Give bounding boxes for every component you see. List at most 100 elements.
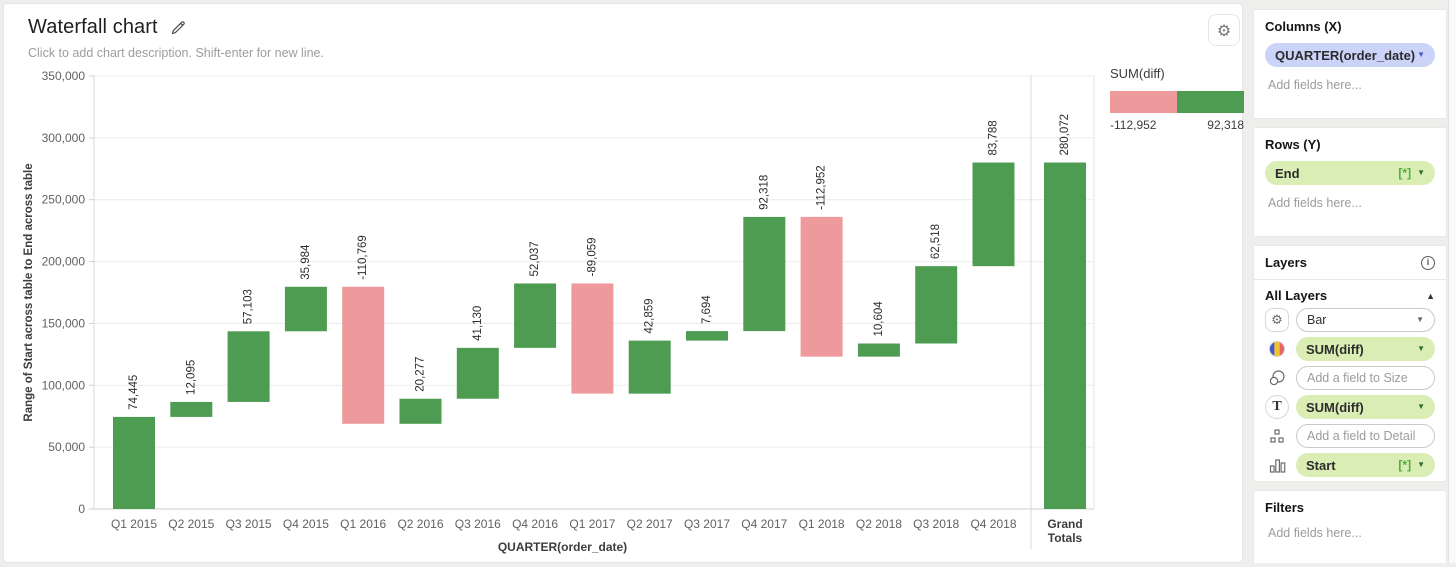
x-tick-label: Q2 2016 (397, 517, 443, 531)
bar-value-label: 92,318 (758, 175, 770, 210)
layer-row: SUM(diff) ▼ (1265, 337, 1435, 361)
waterfall-bar[interactable] (399, 398, 442, 424)
grand-totals-label: Totals (1048, 531, 1083, 545)
waterfall-bar[interactable] (1044, 162, 1086, 509)
waterfall-bar[interactable] (342, 286, 385, 424)
layer-type-select[interactable]: Bar ▼ (1296, 308, 1435, 332)
legend-negative-swatch (1110, 91, 1177, 113)
legend-color-ramp (1110, 91, 1244, 113)
waterfall-bar[interactable] (227, 331, 270, 402)
scrollbar[interactable] (1448, 0, 1456, 563)
info-icon[interactable]: i (1421, 255, 1435, 270)
bar-value-label: -110,769 (357, 235, 369, 280)
x-tick-label: Q2 2018 (856, 517, 902, 531)
y-tick-label: 250,000 (42, 193, 86, 207)
rows-section: Rows (Y) End [*] ▼ Add fields here... (1253, 127, 1447, 237)
bar-value-label: 41,130 (472, 306, 484, 341)
columns-header: Columns (X) (1265, 19, 1342, 34)
rows-field-pill[interactable]: End [*] ▼ (1265, 161, 1435, 185)
size-field-input[interactable] (1296, 366, 1435, 390)
filters-section: Filters Add fields here... (1253, 490, 1447, 563)
bar-chart-field-pill[interactable]: Start [*] ▼ (1296, 453, 1435, 477)
x-tick-label: Q4 2018 (970, 517, 1016, 531)
chevron-up-icon[interactable]: ▲ (1426, 290, 1435, 301)
rows-dropzone[interactable]: Add fields here... (1268, 196, 1362, 210)
layer-row (1265, 366, 1435, 390)
legend-min-label: -112,952 (1110, 118, 1157, 132)
waterfall-bar[interactable] (972, 162, 1015, 267)
chart-card: Waterfall chart Click to add chart descr… (3, 3, 1244, 563)
bar-value-label: 20,277 (415, 357, 427, 392)
text-icon[interactable]: T (1265, 395, 1289, 419)
bar-value-label: 62,518 (930, 224, 942, 259)
field-format-badge: [*] (1398, 166, 1412, 180)
waterfall-bar[interactable] (743, 216, 786, 332)
legend-positive-swatch (1177, 91, 1244, 113)
columns-dropzone[interactable]: Add fields here... (1268, 78, 1362, 92)
detail-icon[interactable] (1265, 424, 1289, 448)
field-label: SUM(diff) (1306, 341, 1364, 357)
layer-row: ⚙ Bar ▼ (1265, 308, 1435, 332)
y-tick-label: 0 (78, 502, 85, 516)
waterfall-bar[interactable] (857, 343, 900, 357)
legend-title: SUM(diff) (1110, 66, 1165, 81)
x-axis-title: QUARTER(order_date) (498, 540, 627, 554)
x-tick-label: Q1 2018 (799, 517, 845, 531)
layers-section: Layers i All Layers ▲ ⚙ Bar ▼ SUM(diff) ▼ T SU… (1253, 245, 1447, 482)
bar-value-label: 12,095 (185, 360, 197, 395)
text-field-pill[interactable]: SUM(diff) ▼ (1296, 395, 1435, 419)
waterfall-bar[interactable] (571, 283, 614, 394)
legend-max-label: 92,318 (1207, 118, 1244, 132)
detail-field-input[interactable] (1296, 424, 1435, 448)
x-tick-label: Q2 2017 (627, 517, 673, 531)
bar-value-label: -89,059 (586, 237, 598, 276)
chart-description-placeholder[interactable]: Click to add chart description. Shift-en… (28, 46, 324, 60)
color-icon[interactable] (1265, 337, 1289, 361)
chevron-down-icon[interactable]: ▼ (1417, 50, 1425, 59)
waterfall-bar[interactable] (800, 216, 843, 357)
layer-type-value: Bar (1307, 313, 1327, 327)
bar-value-label: 52,037 (529, 241, 541, 276)
layers-header: Layers (1265, 255, 1307, 270)
chevron-down-icon: ▼ (1417, 460, 1425, 469)
size-icon[interactable] (1265, 366, 1289, 390)
waterfall-bar[interactable] (915, 266, 958, 344)
waterfall-chart: 0 50,000 100,000 150,000 200,000 250,000 300,0… (23, 69, 1095, 554)
columns-field-label: QUARTER(order_date) (1275, 47, 1416, 63)
color-field-pill[interactable]: SUM(diff) ▼ (1296, 337, 1435, 361)
layer-row (1265, 424, 1435, 448)
field-format-badge: [*] (1398, 458, 1412, 472)
y-tick-label: 150,000 (42, 316, 86, 330)
waterfall-bar[interactable] (628, 340, 671, 394)
x-tick-label: Q2 2015 (168, 517, 214, 531)
chart-header: Waterfall chart Click to add chart descr… (28, 16, 324, 60)
filters-dropzone[interactable]: Add fields here... (1268, 526, 1362, 540)
columns-section: Columns (X) QUARTER(order_date) ▼ Add fi… (1253, 9, 1447, 119)
rows-header: Rows (Y) (1265, 137, 1321, 152)
x-tick-label: Q3 2016 (455, 517, 501, 531)
color-legend: SUM(diff) -112,952 92,318 (1110, 66, 1244, 132)
bar-value-label: 10,604 (873, 301, 885, 337)
bar-value-label: -112,952 (816, 165, 828, 210)
waterfall-bar[interactable] (284, 286, 327, 332)
bar-chart-icon[interactable] (1265, 453, 1289, 477)
y-tick-label: 350,000 (42, 69, 86, 83)
y-tick-label: 200,000 (42, 255, 86, 269)
waterfall-bar[interactable] (686, 331, 728, 341)
y-tick-label: 300,000 (42, 131, 86, 145)
bar-value-label: 74,445 (128, 375, 140, 410)
bar-value-label: 42,859 (644, 298, 656, 333)
chevron-down-icon[interactable]: ▼ (1417, 168, 1425, 177)
x-tick-label: Q3 2018 (913, 517, 959, 531)
edit-title-icon[interactable] (170, 19, 187, 36)
waterfall-bar[interactable] (170, 401, 213, 417)
columns-field-pill[interactable]: QUARTER(order_date) ▼ (1265, 43, 1435, 67)
waterfall-bar[interactable] (456, 347, 499, 399)
waterfall-bar[interactable] (113, 416, 155, 509)
waterfall-bar[interactable] (514, 283, 557, 348)
chart-title[interactable]: Waterfall chart (28, 16, 158, 38)
bar-value-label: 35,984 (300, 244, 312, 280)
chart-settings-button[interactable]: ⚙ (1208, 14, 1240, 46)
x-tick-label: Q3 2017 (684, 517, 730, 531)
gear-icon[interactable]: ⚙ (1265, 308, 1289, 332)
